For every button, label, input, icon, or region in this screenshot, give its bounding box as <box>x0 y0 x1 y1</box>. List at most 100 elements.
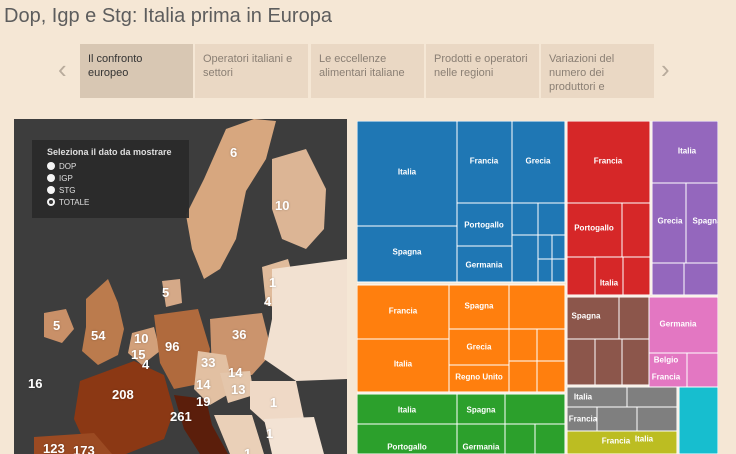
map-label-united-kingdom: 54 <box>91 328 106 343</box>
treemap-cell <box>626 386 678 408</box>
radio-option-stg[interactable]: STG <box>47 184 189 196</box>
treemap-cell <box>537 234 553 260</box>
map-label-germany: 96 <box>165 339 180 354</box>
tab-confronto-europeo[interactable]: Il confronto europeo <box>80 44 193 98</box>
map-label-estonia: 1 <box>269 275 277 290</box>
radio-option-dop[interactable]: DOP <box>47 160 189 172</box>
treemap-cell <box>594 338 623 386</box>
treemap-label-francia: Francia <box>469 156 499 166</box>
treemap-cell <box>551 258 566 283</box>
map-region-finland <box>272 149 326 249</box>
treemap-label-portogallo: Portogallo <box>464 220 504 230</box>
map-region-benelux <box>128 327 160 365</box>
treemap-label-grecia: Grecia <box>657 216 683 226</box>
treemap-label-germania: Germania <box>462 442 500 452</box>
treemap-cell <box>357 393 458 425</box>
treemap-label-grecia: Grecia <box>525 156 551 166</box>
radio-stg[interactable] <box>47 186 55 194</box>
radio-label-dop: DOP <box>59 161 77 171</box>
map-region-france <box>74 361 174 454</box>
map-label-czechia: 33 <box>201 355 216 370</box>
treemap-label-regno-unito: Regno Unito <box>455 372 503 382</box>
radio-igp[interactable] <box>47 174 55 182</box>
map-label-luxembourg: 4 <box>142 357 150 372</box>
map-region-united-kingdom <box>82 279 124 365</box>
tab-operatori-italiani[interactable]: Operatori italiani e settori <box>195 44 308 98</box>
page-title: Dop, Igp e Stg: Italia prima in Europa <box>4 5 332 27</box>
radio-label-stg: STG <box>59 185 76 195</box>
map-region-iberia <box>34 433 112 454</box>
map-label-belgium: 15 <box>131 347 146 362</box>
chevron-right-icon[interactable]: › <box>661 54 670 84</box>
map-label-croatia: 1 <box>244 446 252 454</box>
map-region-romania <box>250 381 304 427</box>
treemap-cell <box>357 423 458 454</box>
europe-map: Seleziona il dato da mostrare DOP IGP ST… <box>14 119 347 454</box>
selector-title: Seleziona il dato da mostrare <box>47 147 172 157</box>
treemap-label-spagna: Spagna <box>692 216 718 226</box>
treemap-svg <box>357 121 718 454</box>
treemap-cell <box>537 202 566 236</box>
treemap-label-francia: Francia <box>568 414 598 424</box>
radio-option-igp[interactable]: IGP <box>47 172 189 184</box>
treemap-cell <box>685 182 718 264</box>
treemap-cell <box>636 406 678 432</box>
product-treemap: Italia Francia Grecia Spagna Portogallo … <box>357 121 718 454</box>
treemap-cell <box>357 338 450 393</box>
treemap-cell <box>622 256 651 296</box>
map-label-finland: 10 <box>275 198 290 213</box>
treemap-cell <box>508 284 566 330</box>
treemap-cell <box>456 202 513 247</box>
treemap-cell <box>594 256 624 296</box>
treemap-label-grecia: Grecia <box>466 342 492 352</box>
treemap-cell <box>456 245 513 283</box>
treemap-label-francia: Francia <box>651 372 681 382</box>
map-label-portugal: 123 <box>43 441 65 454</box>
map-label-romania: 1 <box>270 395 278 410</box>
treemap-cell <box>566 121 651 204</box>
map-region-ireland <box>44 309 74 343</box>
treemap-cell <box>596 406 638 432</box>
treemap-cell <box>504 423 536 454</box>
radio-totale[interactable] <box>47 198 55 206</box>
radio-label-totale: TOTALE <box>59 197 90 207</box>
tab-bar: ‹ Il confronto europeo Operatori italian… <box>58 44 684 98</box>
treemap-label-francia: Francia <box>601 436 631 446</box>
treemap-label-germania: Germania <box>659 319 697 329</box>
treemap-cell <box>536 360 566 393</box>
map-label-slovakia: 14 <box>228 365 243 380</box>
data-selector-panel: Seleziona il dato da mostrare DOP IGP ST… <box>32 140 189 218</box>
map-label-denmark: 5 <box>162 285 170 300</box>
treemap-cell <box>678 386 718 454</box>
map-label-bulgaria: 1 <box>266 426 274 441</box>
map-region-germany <box>154 309 210 389</box>
treemap-label-portogallo: Portogallo <box>387 442 427 452</box>
treemap-label-spagna: Spagna <box>464 301 494 311</box>
treemap-cell <box>508 360 538 393</box>
treemap-cell <box>566 256 596 296</box>
radio-dop[interactable] <box>47 162 55 170</box>
map-label-italy: 261 <box>170 409 192 424</box>
treemap-cell <box>621 338 650 386</box>
treemap-cell <box>566 406 598 432</box>
map-region-czechia-austria <box>194 351 234 405</box>
treemap-cell <box>511 234 539 283</box>
treemap-cell <box>648 352 688 388</box>
treemap-label-germania: Germania <box>465 260 503 270</box>
treemap-cell <box>566 430 678 454</box>
chevron-left-icon[interactable]: ‹ <box>58 54 67 84</box>
treemap-cell <box>686 352 718 388</box>
treemap-cell <box>551 234 566 260</box>
map-label-austria: 14 <box>196 377 211 392</box>
tab-prodotti-regioni[interactable]: Prodotti e operatori nelle regioni <box>426 44 539 98</box>
radio-option-totale[interactable]: TOTALE <box>47 196 189 208</box>
map-label-portugal-azores: 16 <box>28 376 43 391</box>
treemap-cell <box>534 423 566 454</box>
tab-eccellenze-alimentari[interactable]: Le eccellenze alimentari italiane <box>311 44 424 98</box>
treemap-cell <box>536 328 566 362</box>
treemap-label-italia: Italia <box>397 167 417 177</box>
map-region-italy <box>174 395 228 454</box>
tab-variazioni-produttori[interactable]: Variazioni del numero dei produttori e <box>541 44 654 98</box>
treemap-cell <box>357 225 458 283</box>
map-label-france: 208 <box>112 387 134 402</box>
